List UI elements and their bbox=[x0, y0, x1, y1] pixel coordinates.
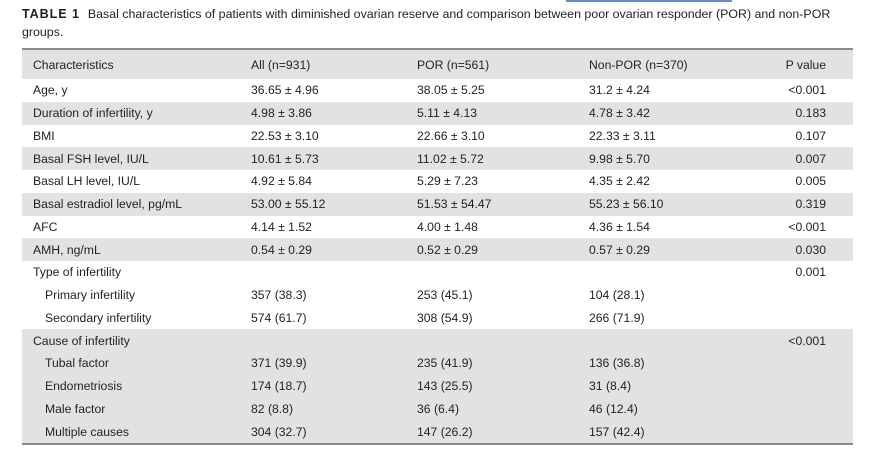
table-row: Duration of infertility, y 4.98 ± 3.86 5.1… bbox=[22, 101, 853, 125]
cell-non-por: 136 (36.8) bbox=[589, 356, 645, 371]
table-body: Age, y 36.65 ± 4.96 38.05 ± 5.25 31.2 ± 4.2… bbox=[22, 79, 853, 443]
caption-text: Basal characteristics of patients with d… bbox=[22, 7, 831, 39]
cell-characteristic: Tubal factor bbox=[45, 356, 109, 371]
table-bottom-rule bbox=[22, 443, 853, 445]
cell-non-por: 4.35 ± 2.42 bbox=[589, 174, 650, 189]
cell-por: 308 (54.9) bbox=[417, 310, 473, 325]
cell-por: 147 (26.2) bbox=[417, 424, 473, 439]
cell-non-por: 4.78 ± 3.42 bbox=[589, 106, 650, 121]
cell-por: 22.66 ± 3.10 bbox=[417, 128, 485, 143]
cell-non-por: 0.57 ± 0.29 bbox=[589, 242, 650, 257]
cell-por: 253 (45.1) bbox=[417, 288, 473, 303]
cell-non-por: 9.98 ± 5.70 bbox=[589, 151, 650, 166]
cell-all: 82 (8.8) bbox=[251, 401, 294, 416]
table-row: Type of infertility 0.001 bbox=[22, 261, 853, 284]
cell-p-value: <0.001 bbox=[788, 333, 826, 348]
cell-p-value: 0.030 bbox=[795, 242, 827, 257]
cell-por: 38.05 ± 5.25 bbox=[417, 83, 485, 98]
cell-p-value: <0.001 bbox=[788, 219, 826, 234]
cell-non-por: 22.33 ± 3.11 bbox=[589, 128, 656, 143]
cell-characteristic: Age, y bbox=[33, 83, 68, 98]
table-row: Age, y 36.65 ± 4.96 38.05 ± 5.25 31.2 ± 4.2… bbox=[22, 79, 853, 102]
cell-por: 0.52 ± 0.29 bbox=[417, 242, 478, 257]
cell-non-por: 31.2 ± 4.24 bbox=[589, 83, 650, 98]
cell-characteristic: BMI bbox=[33, 128, 55, 143]
cell-all: 574 (61.7) bbox=[251, 310, 307, 325]
cell-characteristic: Basal FSH level, IU/L bbox=[33, 151, 149, 166]
cell-characteristic: AFC bbox=[33, 219, 58, 234]
header-all: All (n=931) bbox=[251, 57, 311, 72]
cell-non-por: 104 (28.1) bbox=[589, 288, 645, 303]
cell-p-value: 0.007 bbox=[795, 151, 827, 166]
cell-por: 5.11 ± 4.13 bbox=[417, 106, 477, 121]
cell-characteristic: AMH, ng/mL bbox=[33, 242, 101, 257]
cell-characteristic: Male factor bbox=[45, 401, 106, 416]
cell-characteristic: Cause of infertility bbox=[33, 333, 130, 348]
cell-p-value: 0.319 bbox=[795, 197, 827, 212]
table-row: Basal estradiol level, pg/mL 53.00 ± 55.1… bbox=[22, 192, 853, 216]
cell-non-por: 157 (42.4) bbox=[589, 424, 645, 439]
cell-characteristic: Type of infertility bbox=[33, 265, 122, 280]
cell-por: 5.29 ± 7.23 bbox=[417, 174, 478, 189]
cell-characteristic: Basal estradiol level, pg/mL bbox=[33, 197, 183, 212]
table-row: Primary infertility 357 (38.3) 253 (45.1) 1… bbox=[22, 284, 853, 307]
table-row: Basal LH level, IU/L 4.92 ± 5.84 5.29 ± 7.… bbox=[22, 170, 853, 193]
table-row: Secondary infertility 574 (61.7) 308 (54.9… bbox=[22, 307, 853, 330]
cell-non-por: 31 (8.4) bbox=[589, 379, 632, 394]
table-row: Tubal factor 371 (39.9) 235 (41.9) 136 (36.… bbox=[22, 352, 853, 375]
table-row: Male factor 82 (8.8) 36 (6.4) 46 (12.4) bbox=[22, 397, 853, 421]
table-header-row: Characteristics All (n=931) POR (n=561) … bbox=[22, 50, 853, 79]
cell-p-value: 0.107 bbox=[795, 128, 827, 143]
table-label: TABLE 1 bbox=[22, 7, 80, 21]
cell-all: 371 (39.9) bbox=[251, 356, 307, 371]
table-row: Endometriosis 174 (18.7) 143 (25.5) 31 (8.4… bbox=[22, 374, 853, 398]
characteristics-table: Characteristics All (n=931) POR (n=561) … bbox=[22, 48, 853, 445]
cell-characteristic: Endometriosis bbox=[45, 379, 123, 394]
cell-por: 36 (6.4) bbox=[417, 401, 460, 416]
cell-characteristic: Basal LH level, IU/L bbox=[33, 174, 141, 189]
table-row: Basal FSH level, IU/L 10.61 ± 5.73 11.02 ±… bbox=[22, 147, 853, 170]
cell-all: 0.54 ± 0.29 bbox=[251, 242, 312, 257]
table-row: AFC 4.14 ± 1.52 4.00 ± 1.48 4.36 ± 1.54 <0.0… bbox=[22, 216, 853, 239]
cell-por: 4.00 ± 1.48 bbox=[417, 219, 478, 234]
cell-all: 357 (38.3) bbox=[251, 288, 307, 303]
cell-por: 143 (25.5) bbox=[417, 379, 473, 394]
cell-all: 36.65 ± 4.96 bbox=[251, 83, 319, 98]
cell-all: 174 (18.7) bbox=[251, 379, 307, 394]
cell-p-value: 0.183 bbox=[795, 106, 827, 121]
cell-non-por: 266 (71.9) bbox=[589, 310, 645, 325]
cell-all: 22.53 ± 3.10 bbox=[251, 128, 319, 143]
cell-characteristic: Multiple causes bbox=[45, 424, 129, 439]
cell-p-value: 0.005 bbox=[795, 174, 827, 189]
table-caption: TABLE 1 Basal characteristics of patients… bbox=[22, 6, 862, 41]
cell-non-por: 4.36 ± 1.54 bbox=[589, 219, 650, 234]
header-non-por: Non-POR (n=370) bbox=[589, 57, 688, 72]
cell-por: 51.53 ± 54.47 bbox=[417, 197, 492, 212]
cell-p-value: 0.001 bbox=[795, 265, 827, 280]
cell-all: 304 (32.7) bbox=[251, 424, 307, 439]
cell-por: 235 (41.9) bbox=[417, 356, 473, 371]
cell-all: 4.14 ± 1.52 bbox=[251, 219, 312, 234]
header-p-value: P value bbox=[785, 57, 826, 72]
table-row: AMH, ng/mL 0.54 ± 0.29 0.52 ± 0.29 0.57 ± 0… bbox=[22, 238, 853, 261]
cell-characteristic: Primary infertility bbox=[45, 288, 136, 303]
cell-all: 53.00 ± 55.12 bbox=[251, 197, 326, 212]
cell-characteristic: Secondary infertility bbox=[45, 310, 152, 325]
cell-all: 10.61 ± 5.73 bbox=[251, 151, 319, 166]
cell-all: 4.98 ± 3.86 bbox=[251, 106, 312, 121]
table-row: BMI 22.53 ± 3.10 22.66 ± 3.10 22.33 ± 3.11 0… bbox=[22, 125, 853, 148]
table-top-rule bbox=[22, 48, 853, 50]
cell-all: 4.92 ± 5.84 bbox=[251, 174, 312, 189]
cell-por: 11.02 ± 5.72 bbox=[417, 151, 484, 166]
header-characteristics: Characteristics bbox=[33, 57, 114, 72]
header-por: POR (n=561) bbox=[417, 57, 490, 72]
table-row: Multiple causes 304 (32.7) 147 (26.2) 157 (… bbox=[22, 420, 853, 443]
cell-p-value: <0.001 bbox=[788, 83, 826, 98]
cell-non-por: 46 (12.4) bbox=[589, 401, 638, 416]
table-row: Cause of infertility <0.001 bbox=[22, 329, 853, 352]
cell-characteristic: Duration of infertility, y bbox=[33, 106, 153, 121]
top-accent-rule bbox=[566, 0, 732, 2]
cell-non-por: 55.23 ± 56.10 bbox=[589, 197, 664, 212]
